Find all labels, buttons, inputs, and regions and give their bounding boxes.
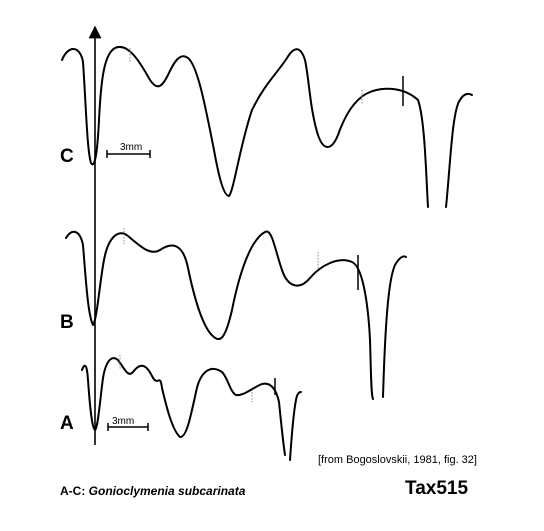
suture-a-lobe xyxy=(289,391,302,461)
taxon-id: Tax515 xyxy=(405,478,469,499)
suture-b-line xyxy=(65,230,374,400)
suture-label-a: A xyxy=(60,413,74,434)
suture-a-line xyxy=(81,357,286,456)
suture-label-b: B xyxy=(60,312,74,333)
source-note: [from Bogoslovskii, 1981, fig. 32] xyxy=(318,454,477,466)
suture-label-c: C xyxy=(60,146,74,167)
suture-b-lobe xyxy=(382,255,407,398)
suture-c-lobe xyxy=(445,92,473,208)
figure-caption: A-C: Gonioclymenia subcarinata xyxy=(60,484,245,498)
suture-c-line xyxy=(61,45,429,208)
caption-species: Gonioclymenia subcarinata xyxy=(88,484,246,498)
scale-label-a: 3mm xyxy=(112,416,135,427)
scale-label-c: 3mm xyxy=(120,142,143,153)
caption-prefix: A-C: xyxy=(60,484,89,498)
